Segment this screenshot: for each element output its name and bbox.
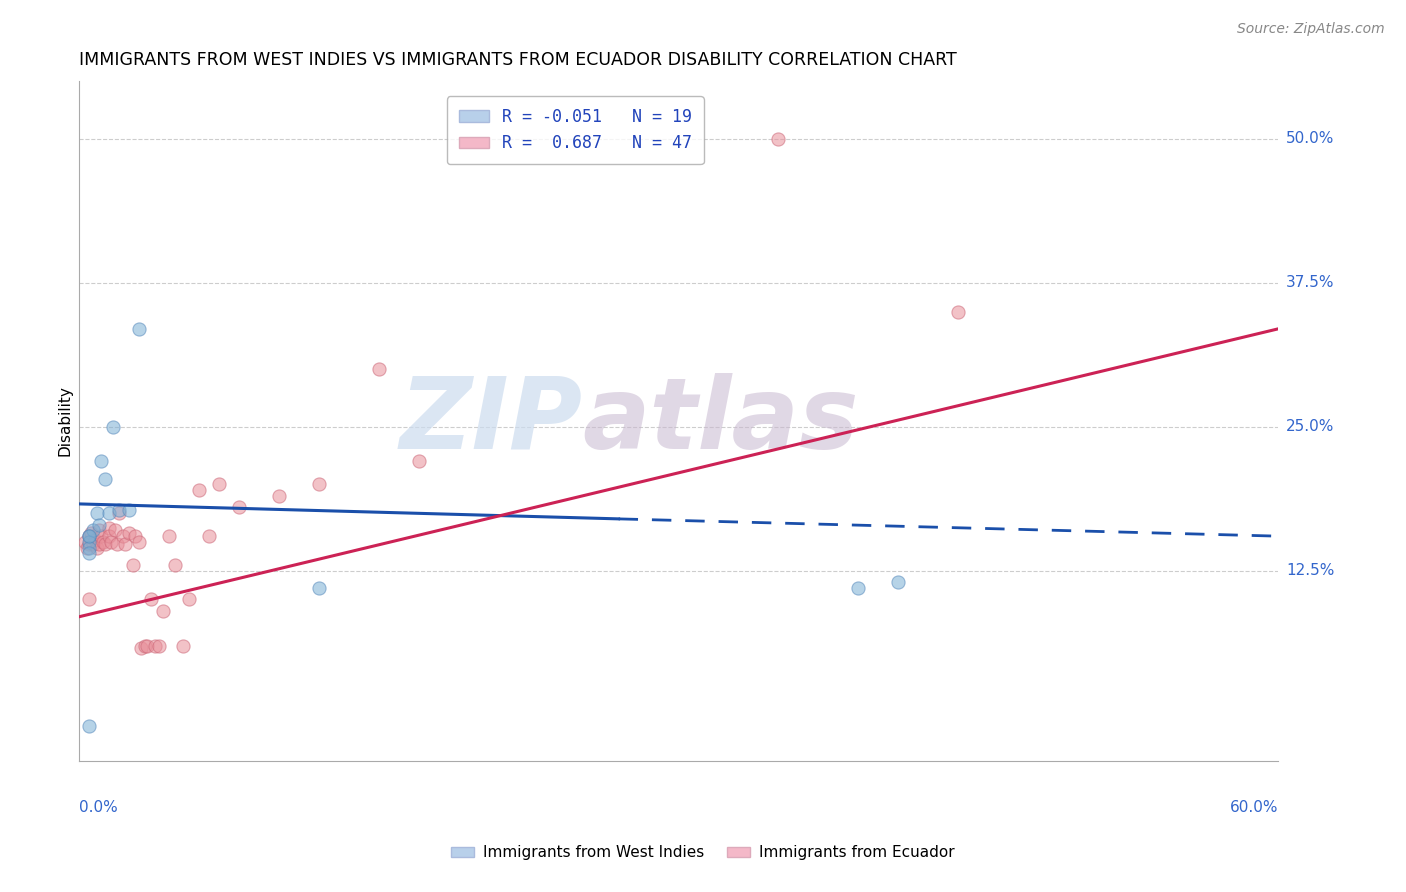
Point: [87, 524, 110, 538]
Point: [94, 537, 117, 551]
Point: [86, 541, 108, 555]
Point: [90, 529, 112, 543]
Point: [128, 322, 150, 336]
Point: [77, 592, 100, 607]
Point: [148, 639, 170, 653]
Point: [177, 592, 200, 607]
Text: IMMIGRANTS FROM WEST INDIES VS IMMIGRANTS FROM ECUADOR DISABILITY CORRELATION CH: IMMIGRANTS FROM WEST INDIES VS IMMIGRANT…: [79, 51, 957, 69]
Text: 25.0%: 25.0%: [1286, 419, 1334, 434]
Point: [172, 639, 194, 653]
Point: [77, 541, 100, 555]
Point: [77, 529, 100, 543]
Point: [77, 535, 100, 549]
Point: [105, 537, 128, 551]
Point: [98, 529, 121, 543]
Point: [143, 639, 166, 653]
Point: [118, 502, 141, 516]
Point: [139, 592, 162, 607]
Point: [86, 506, 108, 520]
Point: [77, 529, 100, 543]
Y-axis label: Disability: Disability: [58, 385, 72, 457]
Point: [846, 581, 869, 595]
Point: [87, 517, 110, 532]
Point: [112, 529, 135, 543]
Point: [118, 525, 141, 540]
Point: [104, 524, 127, 538]
Point: [90, 454, 112, 468]
Point: [80, 525, 103, 540]
Text: Source: ZipAtlas.com: Source: ZipAtlas.com: [1237, 22, 1385, 37]
Point: [188, 483, 211, 497]
Point: [77, 537, 100, 551]
Point: [163, 558, 186, 572]
Point: [128, 535, 150, 549]
Text: atlas: atlas: [582, 373, 859, 469]
Point: [308, 581, 330, 595]
Point: [77, 546, 100, 560]
Point: [157, 529, 180, 543]
Point: [101, 419, 124, 434]
Text: 37.5%: 37.5%: [1286, 276, 1334, 290]
Point: [84, 533, 107, 547]
Point: [76, 541, 98, 555]
Point: [108, 506, 131, 520]
Point: [77, 719, 100, 733]
Point: [134, 639, 156, 653]
Point: [87, 537, 110, 551]
Point: [82, 524, 104, 538]
Text: ZIP: ZIP: [399, 373, 582, 469]
Text: 12.5%: 12.5%: [1286, 563, 1334, 578]
Point: [94, 472, 117, 486]
Point: [948, 304, 970, 318]
Point: [98, 521, 121, 535]
Point: [228, 500, 250, 515]
Point: [129, 640, 152, 655]
Point: [122, 558, 145, 572]
Point: [367, 362, 389, 376]
Point: [408, 454, 430, 468]
Point: [267, 489, 290, 503]
Text: 50.0%: 50.0%: [1286, 131, 1334, 146]
Text: 60.0%: 60.0%: [1229, 799, 1278, 814]
Point: [136, 639, 159, 653]
Point: [82, 537, 104, 551]
Point: [98, 506, 121, 520]
Point: [75, 535, 97, 549]
Point: [114, 537, 136, 551]
Point: [91, 535, 114, 549]
Text: 0.0%: 0.0%: [79, 799, 118, 814]
Point: [124, 529, 146, 543]
Point: [208, 477, 231, 491]
Point: [198, 529, 221, 543]
Point: [100, 535, 122, 549]
Point: [768, 132, 790, 146]
Legend: R = -0.051   N = 19, R =  0.687   N = 47: R = -0.051 N = 19, R = 0.687 N = 47: [447, 96, 704, 164]
Point: [77, 529, 100, 543]
Legend: Immigrants from West Indies, Immigrants from Ecuador: Immigrants from West Indies, Immigrants …: [444, 839, 962, 866]
Point: [887, 575, 910, 590]
Point: [152, 604, 174, 618]
Point: [308, 477, 330, 491]
Point: [108, 502, 131, 516]
